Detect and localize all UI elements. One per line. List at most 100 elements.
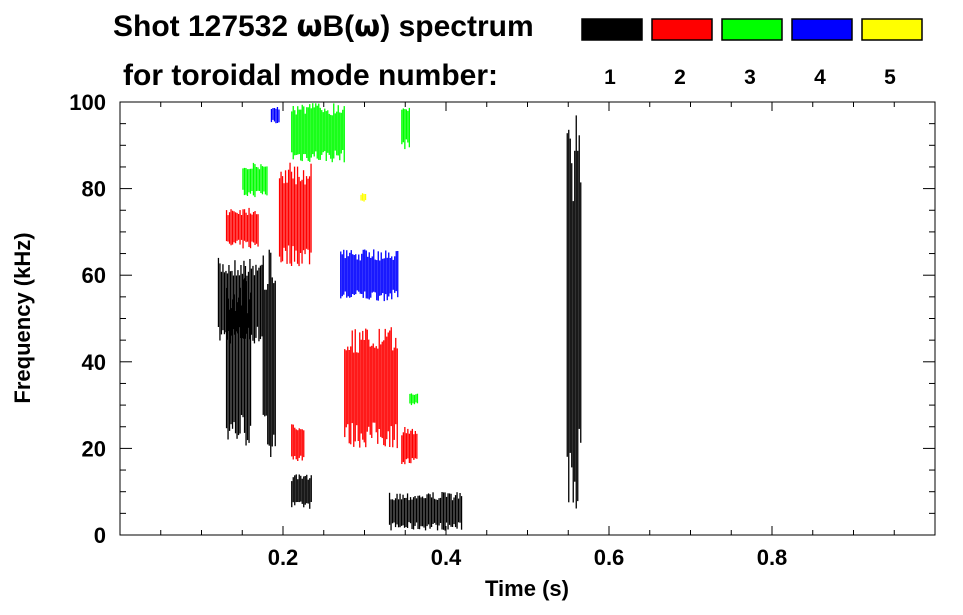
spectral-streak xyxy=(355,254,357,295)
spectral-streak xyxy=(340,112,342,154)
spectral-streak xyxy=(364,194,367,201)
spectral-streak xyxy=(291,424,293,457)
spectral-streak xyxy=(445,496,448,523)
spectral-streak xyxy=(405,109,407,140)
spectral-streak xyxy=(421,496,424,527)
spectral-streak xyxy=(292,424,294,460)
spectral-streak xyxy=(354,329,356,442)
spectral-region-n=4-1 xyxy=(340,249,399,302)
spectral-streak xyxy=(270,109,273,123)
spectral-streak xyxy=(230,308,232,425)
spectral-streak xyxy=(225,287,228,429)
spectral-streak xyxy=(365,250,367,299)
chart-title-prefix: Shot 127532 xyxy=(113,10,296,43)
spectral-streak xyxy=(231,299,234,429)
spectral-streak xyxy=(411,428,413,459)
spectral-streak xyxy=(336,111,338,156)
spectral-streak xyxy=(396,493,398,525)
spectral-streak xyxy=(344,349,346,438)
spectral-streak xyxy=(363,340,365,443)
spectral-streak xyxy=(413,434,415,460)
spectral-streak xyxy=(575,115,577,509)
spectral-streak xyxy=(308,176,311,265)
spectral-streak xyxy=(333,103,335,159)
spectral-streak xyxy=(290,171,293,266)
spectral-streak xyxy=(246,169,249,196)
spectral-streak xyxy=(460,496,463,530)
spectral-streak xyxy=(301,104,303,162)
spectral-streak xyxy=(240,305,243,415)
spectral-streak xyxy=(280,171,282,263)
spectral-streak xyxy=(310,163,312,253)
spectral-streak xyxy=(453,497,455,525)
spectral-region-n=1-6 xyxy=(566,115,582,509)
legend-label-mode-4: 4 xyxy=(814,66,826,89)
spectral-streak xyxy=(278,109,280,123)
spectral-streak xyxy=(409,393,411,404)
spectral-streak xyxy=(447,493,449,530)
data-layer xyxy=(217,103,582,531)
spectral-streak xyxy=(262,255,264,415)
spectral-streak xyxy=(360,194,362,201)
spectral-region-n=1-3 xyxy=(262,249,276,457)
spectral-streak xyxy=(364,249,366,292)
spectral-streak xyxy=(298,176,300,267)
spectral-streak xyxy=(407,428,409,459)
spectral-streak xyxy=(263,166,265,192)
spectral-streak xyxy=(222,264,224,331)
spectral-streak xyxy=(284,170,287,251)
spectral-streak xyxy=(346,250,348,298)
spectral-region-n=3-4 xyxy=(409,393,419,406)
spectral-streak xyxy=(341,254,343,297)
spectral-streak xyxy=(408,433,410,463)
spectral-streak xyxy=(227,298,229,440)
spectral-streak xyxy=(251,168,253,191)
spectral-streak xyxy=(407,110,409,143)
spectral-region-n=1-4 xyxy=(291,474,312,509)
spectral-streak xyxy=(276,107,279,123)
spectral-streak xyxy=(416,393,419,404)
spectral-streak xyxy=(234,311,237,434)
y-tick-label: 80 xyxy=(82,177,106,202)
spectral-streak xyxy=(350,346,352,445)
legend-swatch-mode-3 xyxy=(721,18,783,41)
spectral-streak xyxy=(393,347,395,440)
spectral-streak xyxy=(363,193,365,202)
spectral-streak xyxy=(377,348,379,444)
spectral-streak xyxy=(340,251,342,299)
spectral-streak xyxy=(278,178,281,257)
spectral-streak xyxy=(319,107,321,160)
spectral-streak xyxy=(394,498,397,528)
spectral-streak xyxy=(248,299,250,443)
spectral-streak xyxy=(397,499,400,528)
spectral-streak xyxy=(444,492,446,531)
spectral-streak xyxy=(264,166,267,195)
spectral-streak xyxy=(410,393,413,406)
spectral-streak xyxy=(380,344,382,437)
spectral-streak xyxy=(236,302,238,439)
spectral-streak xyxy=(454,495,457,528)
y-tick-label: 20 xyxy=(82,436,106,461)
spectral-streak xyxy=(350,250,352,297)
spectral-streak xyxy=(291,481,293,508)
spectral-streak xyxy=(376,260,378,301)
legend-swatch-mode-2 xyxy=(651,18,713,41)
spectral-streak xyxy=(239,210,241,245)
spectral-streak xyxy=(404,109,406,150)
spectral-streak xyxy=(391,499,394,524)
spectral-streak xyxy=(274,280,276,447)
spectral-streak xyxy=(459,493,461,523)
spectral-streak xyxy=(405,433,407,460)
spectral-streak xyxy=(404,427,406,465)
spectral-streak xyxy=(389,330,391,447)
spectral-streak xyxy=(249,292,252,426)
spectral-streak xyxy=(252,212,255,243)
spectral-streak xyxy=(265,289,267,416)
spectral-streak xyxy=(296,166,299,264)
spectral-streak xyxy=(309,104,311,162)
spectral-streak xyxy=(217,257,220,327)
spectral-streak xyxy=(255,264,257,338)
spectral-streak xyxy=(245,212,247,243)
spectral-streak xyxy=(252,162,255,196)
spectral-streak xyxy=(295,184,297,251)
